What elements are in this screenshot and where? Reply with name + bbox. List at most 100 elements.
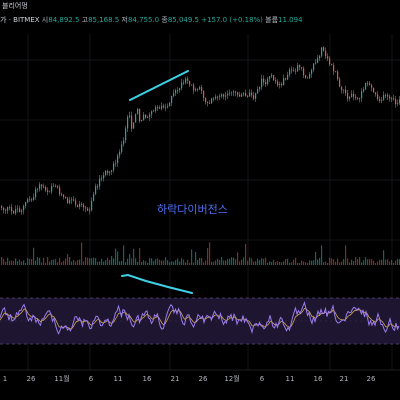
exchange-label: BITMEX xyxy=(13,16,40,24)
volume-bar xyxy=(395,260,397,265)
candle-body xyxy=(283,78,285,86)
volume-value: 11.094 xyxy=(278,16,303,24)
volume-bar xyxy=(89,258,91,265)
candle-body xyxy=(321,47,323,56)
high-value: 85,168.5 xyxy=(88,16,120,24)
volume-bar xyxy=(121,261,123,265)
candle-body xyxy=(201,87,203,91)
volume-bar xyxy=(103,261,105,265)
x-tick-label: 16 xyxy=(314,375,323,383)
candle-body xyxy=(197,89,199,90)
volume-bar xyxy=(251,258,253,265)
volume-bar xyxy=(263,258,265,265)
x-tick-label: 21 xyxy=(171,375,180,383)
candle-body xyxy=(79,203,81,207)
volume-bar xyxy=(59,258,61,265)
candle-body xyxy=(173,93,175,96)
volume-bar xyxy=(145,261,147,265)
volume-bar xyxy=(47,257,49,265)
candle-body xyxy=(225,95,227,97)
volume-bar xyxy=(305,262,307,265)
chart-title: 블리어멍 xyxy=(2,2,28,10)
volume-bar xyxy=(217,258,219,265)
volume-bar xyxy=(349,262,351,265)
candle-body xyxy=(333,65,335,72)
candle-body xyxy=(21,210,23,212)
candle-body xyxy=(65,196,67,199)
candle-body xyxy=(93,194,95,201)
candle-body xyxy=(91,200,93,211)
volume-bar xyxy=(381,259,383,265)
candle-body xyxy=(157,107,159,108)
volume-bar xyxy=(309,260,311,265)
volume-bar xyxy=(69,257,71,265)
candle-body xyxy=(105,170,107,176)
volume-bar xyxy=(81,242,83,265)
candle-body xyxy=(155,107,157,111)
volume-bar xyxy=(223,260,225,265)
candle-body xyxy=(59,187,61,195)
candle-body xyxy=(329,58,331,65)
volume-bars xyxy=(1,242,400,265)
candle-body xyxy=(61,194,63,196)
volume-bar xyxy=(51,260,53,265)
symbol-prefix: 가 xyxy=(0,16,7,24)
candle-body xyxy=(281,83,283,86)
candle-body xyxy=(223,94,225,97)
volume-bar xyxy=(267,262,269,265)
volume-bar xyxy=(41,262,43,265)
volume-bar xyxy=(295,257,297,265)
candle-body xyxy=(89,210,91,212)
volume-bar xyxy=(93,257,95,265)
open-value: 84,892.5 xyxy=(48,16,80,24)
volume-bar xyxy=(131,258,133,265)
candle-body xyxy=(49,191,51,193)
candle-body xyxy=(249,92,251,97)
volume-bar xyxy=(227,259,229,265)
volume-bar xyxy=(365,257,367,265)
volume-bar xyxy=(241,259,243,265)
candle-body xyxy=(269,76,271,79)
candle-body xyxy=(115,162,117,164)
volume-bar xyxy=(35,260,37,265)
candle-body xyxy=(319,55,321,59)
volume-bar xyxy=(389,261,391,265)
candle-body xyxy=(57,186,59,188)
volume-bar xyxy=(177,258,179,265)
candle-body xyxy=(45,187,47,191)
volume-bar xyxy=(11,260,13,265)
volume-bar xyxy=(71,261,73,265)
candle-body xyxy=(83,204,85,208)
candle-body xyxy=(343,89,345,91)
candle-body xyxy=(71,199,73,201)
volume-bar xyxy=(181,258,183,265)
volume-bar xyxy=(281,262,283,265)
volume-bar xyxy=(3,258,5,265)
volume-bar xyxy=(111,255,113,265)
candle-body xyxy=(211,98,213,104)
candle-body xyxy=(167,106,169,108)
low-value: 84,755.0 xyxy=(127,16,160,24)
x-tick-label: 12월 xyxy=(224,374,239,383)
candle-body xyxy=(303,68,305,76)
volume-bar xyxy=(359,257,361,265)
candle-body xyxy=(149,114,151,118)
x-tick-label: 16 xyxy=(143,375,152,383)
candle-body xyxy=(355,96,357,98)
volume-bar xyxy=(345,245,347,265)
candle-body xyxy=(123,140,125,145)
x-tick-label: 26 xyxy=(199,375,208,383)
candle-body xyxy=(67,198,69,204)
candle-body xyxy=(309,73,311,79)
low-label: 저 xyxy=(121,16,128,24)
candle-body xyxy=(231,92,233,94)
candle-body xyxy=(11,207,13,212)
volume-bar xyxy=(141,261,143,265)
volume-bar xyxy=(269,261,271,265)
volume-bar xyxy=(123,245,125,265)
volume-bar xyxy=(117,251,119,265)
candle-body xyxy=(17,208,19,210)
volume-bar xyxy=(37,257,39,265)
volume-bar xyxy=(331,258,333,265)
candle-body xyxy=(341,86,343,91)
